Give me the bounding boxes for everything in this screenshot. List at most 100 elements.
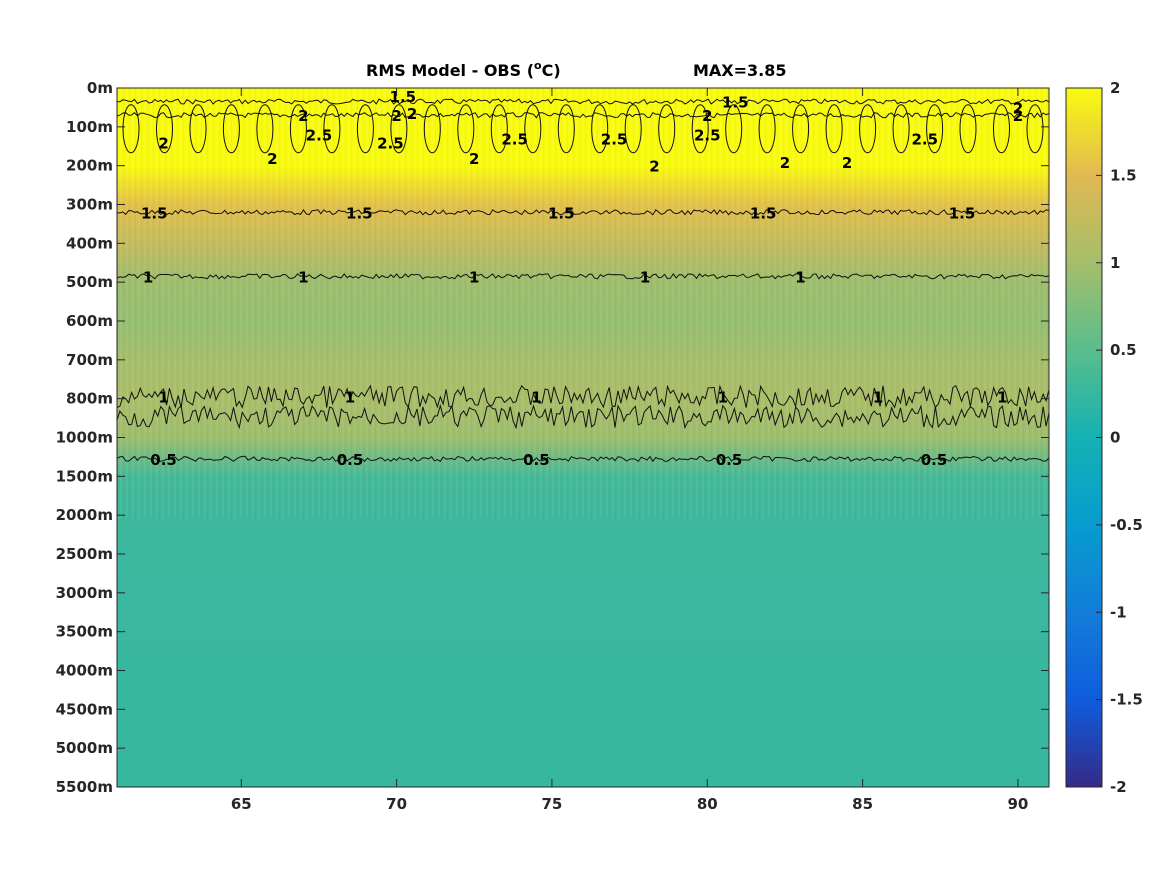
- contour-level-label: 1.5: [750, 204, 777, 222]
- chart-title-unit-sup: o: [534, 59, 542, 72]
- colorbar-tick-label: -1.5: [1110, 691, 1143, 709]
- title-group: RMS Model - OBS (oC) MAX=3.85: [366, 59, 787, 80]
- chart-title-unit: C): [542, 61, 561, 80]
- contour-cell: [1026, 104, 1044, 154]
- contour-level-label: 2: [158, 134, 168, 152]
- contour-level-label: 0.5: [337, 451, 364, 469]
- y-tick-label: 2000m: [56, 506, 113, 524]
- contour-level-label: 2.5: [601, 130, 628, 148]
- colorbar-tick-label: -1: [1110, 603, 1127, 621]
- contour-level-label: 0.5: [523, 451, 550, 469]
- contour-line: [116, 384, 1050, 409]
- contour-level-label: 2: [407, 105, 417, 123]
- contour-cell: [524, 104, 542, 154]
- contour-level-label: 2: [267, 150, 277, 168]
- contour-cell: [156, 104, 173, 154]
- contour-cell: [222, 104, 240, 154]
- y-tick-label: 300m: [66, 196, 113, 214]
- heatmap-texture: [117, 88, 1049, 518]
- contour-labels: 1.52 2 2 21.5 1.5 1.5 1.5 1.51 1 1 1 11 1 1 1 1 10.5 0.5 0…: [141, 88, 1023, 469]
- contour-cell: [725, 104, 743, 154]
- contour-cell: [189, 104, 207, 154]
- contour-cell: [825, 104, 843, 154]
- y-tick-label: 600m: [66, 312, 113, 330]
- contour-cell: [624, 104, 642, 154]
- contour-line: [116, 98, 1050, 105]
- contour-level-label: 2: [469, 150, 479, 168]
- contour-line: [116, 403, 1050, 430]
- contour-level-label: 2.5: [911, 130, 938, 148]
- colorbar-tick-label: -2: [1110, 778, 1127, 796]
- contour-level-label: 2: [780, 154, 790, 172]
- contour-cell: [792, 104, 810, 154]
- colorbar-tick-label: 0.5: [1110, 341, 1137, 359]
- contour-cell: [457, 104, 475, 154]
- contour-level-label: 0.5: [921, 451, 948, 469]
- contour-level-label: 1.5: [141, 204, 168, 222]
- contour-level-label: 1: [158, 389, 168, 407]
- colorbar-tick-label: -0.5: [1110, 516, 1143, 534]
- x-tick-label: 80: [697, 795, 718, 813]
- contour-level-label: 1: [873, 389, 883, 407]
- y-tick-label: 100m: [66, 118, 113, 136]
- contour-cell: [390, 104, 408, 154]
- y-tick-label: 1500m: [56, 467, 113, 485]
- y-tick-label: 4500m: [56, 700, 113, 718]
- contour-cell: [256, 104, 274, 154]
- x-tick-label: 65: [231, 795, 252, 813]
- contour-level-label: 2: [842, 154, 852, 172]
- contour-cell: [892, 104, 910, 154]
- colorbar-tick-label: 2: [1110, 79, 1120, 97]
- contour-level-label: 2: [391, 107, 401, 125]
- contour-level-label: 1: [795, 268, 805, 286]
- contour-cell: [591, 104, 609, 154]
- contour-line: [116, 455, 1050, 463]
- contour-level-label: 1: [997, 389, 1007, 407]
- y-tick-label: 200m: [66, 157, 113, 175]
- contour-cell: [356, 104, 374, 154]
- contour-level-label: 2.5: [501, 130, 528, 148]
- colorbar-ticks: 2 1.5 1 0.5 0 -0.5 -1 -1.5 -2: [1096, 79, 1143, 796]
- y-tick-label: 5000m: [56, 739, 113, 757]
- y-tick-label: 2500m: [56, 545, 113, 563]
- contour-level-label: 1: [143, 268, 153, 286]
- colorbar-tick-label: 0: [1110, 429, 1120, 447]
- contour-lines: [116, 98, 1050, 463]
- contour-level-label: 1: [718, 389, 728, 407]
- contour-line: [116, 209, 1050, 216]
- max-label: MAX=3.85: [693, 61, 787, 80]
- contour-cell: [993, 104, 1010, 154]
- contour-line: [116, 112, 1050, 119]
- contour-level-label: 1.5: [949, 204, 976, 222]
- contour-cell: [959, 104, 977, 154]
- contour-level-label: 1: [298, 268, 308, 286]
- contour-level-label: 2: [1013, 107, 1023, 125]
- x-tick-label: 70: [386, 795, 407, 813]
- contour-level-label: 2: [702, 107, 712, 125]
- contour-level-label: 2.5: [377, 134, 404, 152]
- contour-cell: [859, 104, 877, 154]
- contour-level-label: 2: [649, 158, 659, 176]
- contour-level-label: 2.5: [306, 127, 333, 145]
- contour-level-label: 2: [1013, 99, 1023, 117]
- colorbar: 2 1.5 1 0.5 0 -0.5 -1 -1.5 -2: [1065, 79, 1143, 796]
- contour-level-label: 2: [298, 107, 308, 125]
- plot-area: 1.52 2 2 21.5 1.5 1.5 1.5 1.51 1 1 1 11 1 1 1 1 10.5 0.5 0…: [116, 87, 1050, 788]
- contour-cell: [926, 104, 944, 154]
- contour-level-label: 2.5: [694, 127, 721, 145]
- y-tick-label: 4000m: [56, 662, 113, 680]
- y-tick-label: 700m: [66, 351, 113, 369]
- contour-cell: [289, 104, 307, 154]
- x-tick-label: 90: [1007, 795, 1028, 813]
- colorbar-tick-label: 1.5: [1110, 166, 1137, 184]
- x-axis: 65 70 75 80 85 90: [231, 88, 1028, 813]
- contour-level-label: 1: [345, 389, 355, 407]
- colorbar-tick-label: 1: [1110, 254, 1120, 272]
- contour-level-label: 1.5: [548, 204, 575, 222]
- contour-line: [116, 273, 1050, 280]
- y-tick-label: 0m: [87, 79, 113, 97]
- contour-cell: [423, 104, 441, 154]
- contour-cell: [490, 104, 508, 154]
- contour-cell: [691, 104, 709, 154]
- contour-cell: [122, 104, 140, 154]
